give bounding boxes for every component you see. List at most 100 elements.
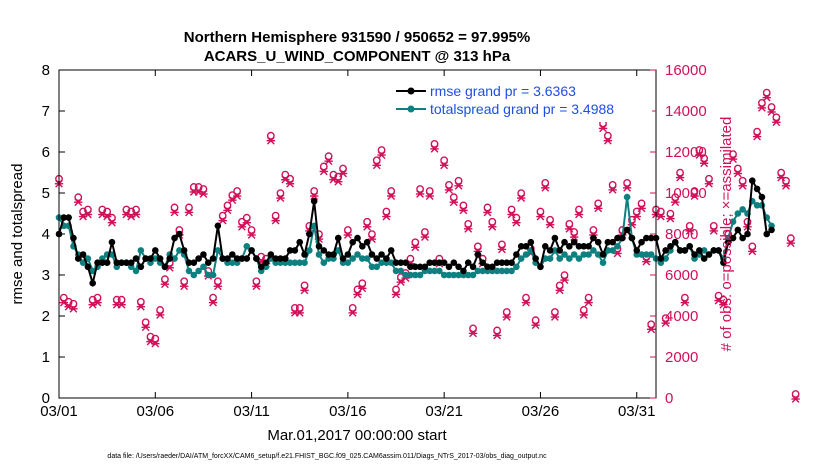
rmse-point xyxy=(272,255,279,262)
obs-assimilated-point xyxy=(767,108,776,116)
rmse-point xyxy=(387,247,395,254)
rmse-point xyxy=(623,226,631,234)
y-axis-right-label: # of obs: o=possible; ×=assimilated xyxy=(718,117,735,352)
obs-assimilated-point xyxy=(502,313,511,321)
totalspread-point xyxy=(349,255,356,262)
rmse-point xyxy=(575,243,583,250)
rmse-point xyxy=(195,255,202,262)
obs-possible-point xyxy=(377,146,386,154)
obs-possible-point xyxy=(628,215,636,224)
rmse-point xyxy=(277,255,284,262)
totalspread-point xyxy=(561,251,568,258)
rmse-point xyxy=(147,255,154,262)
obs-possible-point xyxy=(421,228,429,236)
rmse-point xyxy=(599,251,607,258)
obs-assimilated-point xyxy=(208,298,218,307)
rmse-point xyxy=(219,255,226,262)
obs-assimilated-point xyxy=(531,321,540,330)
rmse-point xyxy=(469,263,477,271)
totalspread-point xyxy=(151,255,159,262)
obs-assimilated-point xyxy=(690,192,699,200)
totalspread-point xyxy=(551,247,559,254)
obs-assimilated-point xyxy=(598,124,608,133)
rmse-point xyxy=(643,234,650,242)
totalspread-point xyxy=(498,267,506,275)
totalspread-point xyxy=(753,202,761,209)
rmse-point xyxy=(267,251,275,258)
obs-possible-point xyxy=(252,277,261,286)
totalspread-point xyxy=(416,271,424,279)
totalspread-point xyxy=(517,255,525,262)
rmse-point xyxy=(407,263,414,271)
totalspread-point xyxy=(243,243,251,250)
totalspread-point xyxy=(363,255,371,262)
obs-assimilated-point xyxy=(646,325,656,334)
obs-possible-point xyxy=(430,139,439,148)
rmse-point xyxy=(257,263,265,271)
obs-assimilated-point xyxy=(781,181,791,190)
x-tick-label: 03/01 xyxy=(40,403,78,420)
obs-assimilated-point xyxy=(74,198,83,207)
obs-possible-point xyxy=(632,207,641,216)
rmse-point xyxy=(204,259,212,267)
rmse-point xyxy=(166,255,174,262)
totalspread-point xyxy=(407,271,414,279)
obs-possible-point xyxy=(791,390,800,398)
obs-assimilated-point xyxy=(671,198,680,207)
obs-possible-point xyxy=(623,178,632,187)
totalspread-point xyxy=(638,251,645,258)
rmse-point xyxy=(281,255,289,262)
obs-possible-point xyxy=(185,203,193,212)
obs-assimilated-point xyxy=(141,323,150,332)
x-tick-label: 03/31 xyxy=(618,403,656,420)
obs-assimilated-point xyxy=(666,214,675,223)
obs-assimilated-point xyxy=(160,280,170,289)
obs-possible-point xyxy=(358,279,367,288)
obs-assimilated-point xyxy=(107,218,117,227)
obs-possible-point xyxy=(218,211,227,220)
obs-assimilated-point xyxy=(199,190,208,198)
obs-assimilated-point xyxy=(516,194,526,202)
obs-possible-point xyxy=(295,303,304,312)
obs-assimilated-point xyxy=(680,298,690,307)
obs-possible-point xyxy=(117,295,126,304)
rmse-point xyxy=(686,243,694,250)
totalspread-point xyxy=(195,267,202,275)
rmse-point xyxy=(70,234,77,242)
legend: rmse grand pr = 3.6363 totalspread grand… xyxy=(392,80,652,122)
obs-assimilated-point xyxy=(536,212,545,221)
totalspread-point xyxy=(378,259,385,267)
rmse-point xyxy=(344,251,352,258)
obs-possible-point xyxy=(266,131,275,140)
rmse-point xyxy=(151,247,159,254)
obs-possible-point xyxy=(767,103,776,111)
rmse-point xyxy=(421,263,429,271)
rmse-point xyxy=(60,214,68,221)
obs-possible-point xyxy=(502,308,511,316)
totalspread-point xyxy=(647,251,655,258)
totalspread-point xyxy=(204,271,212,279)
obs-possible-point xyxy=(440,156,449,165)
rmse-point xyxy=(498,259,506,267)
obs-possible-point xyxy=(656,207,665,216)
rmse-point xyxy=(176,230,183,238)
rmse-point xyxy=(74,255,82,262)
rmse-point xyxy=(334,234,342,242)
totalspread-point xyxy=(700,247,708,254)
rmse-point xyxy=(460,267,467,275)
obs-assimilated-point xyxy=(295,309,304,317)
rmse-point xyxy=(753,185,761,193)
rmse-point xyxy=(238,255,246,262)
obs-possible-point xyxy=(666,209,675,218)
totalspread-point xyxy=(493,267,501,275)
obs-assimilated-point xyxy=(492,331,502,340)
totalspread-point xyxy=(137,247,145,254)
obs-possible-point xyxy=(753,127,762,136)
rmse-point xyxy=(243,255,251,262)
rmse-point xyxy=(262,259,270,267)
rmse-point xyxy=(744,230,751,238)
totalspread-point xyxy=(614,243,621,250)
obs-assimilated-point xyxy=(656,212,666,221)
obs-possible-point xyxy=(348,303,357,312)
rmse-point xyxy=(233,255,241,262)
